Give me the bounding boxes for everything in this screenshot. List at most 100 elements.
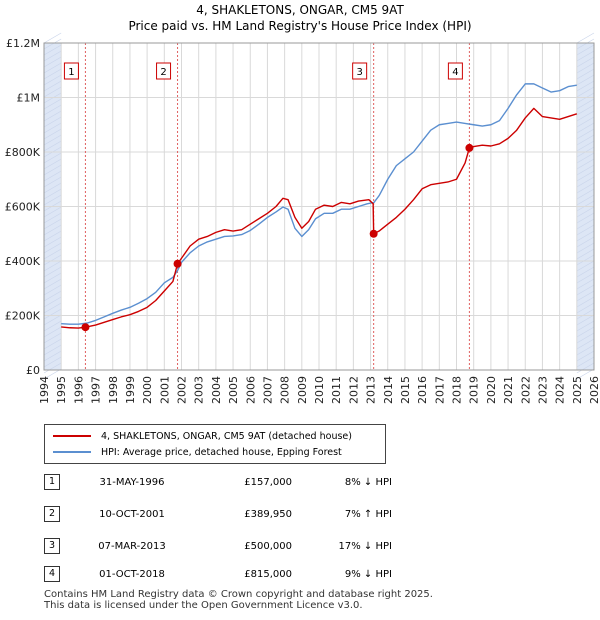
transaction-number: 2: [44, 506, 60, 522]
transaction-date: 31-MAY-1996: [99, 477, 165, 488]
y-tick-label: £0: [26, 364, 40, 377]
x-tick-label: 2012: [347, 376, 360, 404]
shaded-hatch: [43, 182, 62, 194]
sale-point: [369, 229, 378, 238]
legend-swatch-hpi: [53, 451, 91, 453]
y-tick-label: £400K: [5, 255, 41, 268]
property-price-line: [61, 107, 578, 329]
transaction-price: £157,000: [244, 477, 292, 488]
shaded-hatch: [43, 254, 62, 266]
sale-marker-box: [447, 62, 463, 80]
sale-marker-box: [352, 62, 368, 80]
shaded-hatch: [576, 230, 595, 242]
shaded-hatch: [576, 182, 595, 194]
shaded-hatch: [576, 122, 595, 134]
shaded-hatch: [43, 350, 62, 362]
x-tick-label: 1997: [90, 376, 103, 404]
shaded-hatch: [43, 308, 62, 320]
shaded-hatch: [43, 128, 62, 140]
transaction-hpi-diff: 8% ↓ HPI: [344, 477, 392, 488]
transaction-number: 1: [44, 474, 60, 490]
shaded-hatch: [576, 194, 595, 206]
x-tick-label: 1994: [38, 376, 51, 404]
x-tick-label: 2023: [536, 376, 549, 404]
shaded-hatch: [43, 362, 62, 374]
x-tick-label: 1999: [124, 376, 137, 404]
footer-copyright: Contains HM Land Registry data © Crown c…: [44, 589, 433, 600]
shaded-hatch: [576, 152, 595, 164]
shaded-hatch: [576, 284, 595, 296]
x-tick-label: 2025: [571, 376, 584, 404]
shaded-hatch: [43, 110, 62, 122]
sale-point: [173, 259, 182, 268]
shaded-hatch: [43, 176, 62, 188]
shaded-hatch: [43, 218, 62, 230]
shaded-hatch: [576, 248, 595, 260]
shaded-hatch: [43, 98, 62, 110]
sale-point: [465, 143, 474, 152]
x-tick-label: 2021: [502, 376, 515, 404]
shaded-hatch: [576, 362, 595, 374]
shaded-hatch: [43, 134, 62, 146]
shaded-hatch: [576, 212, 595, 224]
shaded-hatch: [576, 368, 595, 380]
x-tick-label: 2019: [468, 376, 481, 404]
transaction-row: 2 10-OCT-2001 £389,950 7% ↑ HPI: [44, 506, 584, 526]
shaded-hatch: [43, 56, 62, 68]
shaded-hatch: [576, 140, 595, 152]
y-tick-label: £1M: [17, 92, 41, 105]
shaded-hatch: [576, 110, 595, 122]
shaded-hatch: [576, 206, 595, 218]
sale-marker-label: 4: [452, 67, 458, 78]
transaction-row: 3 07-MAR-2013 £500,000 17% ↓ HPI: [44, 538, 584, 558]
shaded-hatch: [576, 296, 595, 308]
shaded-hatch: [576, 80, 595, 92]
shaded-hatch: [43, 338, 62, 350]
legend-swatch-property: [53, 435, 91, 437]
shaded-hatch: [43, 224, 62, 236]
x-tick-label: 2001: [158, 376, 171, 404]
x-tick-label: 2009: [296, 376, 309, 404]
transaction-date: 10-OCT-2001: [99, 509, 165, 520]
shaded-hatch: [576, 86, 595, 98]
shaded-hatch: [43, 260, 62, 272]
y-tick-label: £1.2M: [6, 37, 40, 50]
x-tick-label: 2014: [382, 376, 395, 404]
shaded-hatch: [43, 164, 62, 176]
transaction-row: 4 01-OCT-2018 £815,000 9% ↓ HPI: [44, 566, 584, 586]
transaction-price: £500,000: [244, 541, 292, 552]
shaded-hatch: [43, 38, 62, 50]
x-tick-label: 2004: [210, 376, 223, 404]
shaded-hatch: [576, 38, 595, 50]
shaded-hatch: [43, 212, 62, 224]
shaded-hatch: [576, 170, 595, 182]
shaded-hatch: [43, 296, 62, 308]
shaded-hatch: [576, 236, 595, 248]
transaction-hpi-diff: 7% ↑ HPI: [344, 509, 392, 520]
shaded-hatch: [576, 158, 595, 170]
chart-subtitle: Price paid vs. HM Land Registry's House …: [128, 19, 472, 33]
x-tick-label: 2015: [399, 376, 412, 404]
shaded-hatch: [43, 158, 62, 170]
shaded-hatch: [43, 170, 62, 182]
shaded-hatch: [43, 50, 62, 62]
shaded-hatch: [43, 44, 62, 56]
legend-label-hpi: HPI: Average price, detached house, Eppi…: [101, 446, 342, 458]
transaction-date: 07-MAR-2013: [98, 541, 166, 552]
shaded-hatch: [576, 68, 595, 80]
y-tick-label: £200K: [5, 310, 41, 323]
price-chart: £0 £200K £400K £600K £800K £1M £1.2M 1994 1995 19…: [5, 32, 600, 404]
footer-licence: This data is licensed under the Open Gov…: [44, 600, 363, 611]
shaded-hatch: [576, 98, 595, 110]
shaded-hatch: [43, 326, 62, 338]
shaded-hatch: [576, 344, 595, 356]
shaded-hatch: [43, 74, 62, 86]
transaction-date: 01-OCT-2018: [99, 569, 165, 580]
shaded-hatch: [576, 116, 595, 128]
shaded-hatch: [43, 236, 62, 248]
shaded-hatch: [576, 44, 595, 56]
shaded-hatch: [43, 368, 62, 380]
shaded-hatch: [576, 260, 595, 272]
x-tick-label: 2022: [519, 376, 532, 404]
x-tick-label: 2026: [588, 376, 600, 404]
